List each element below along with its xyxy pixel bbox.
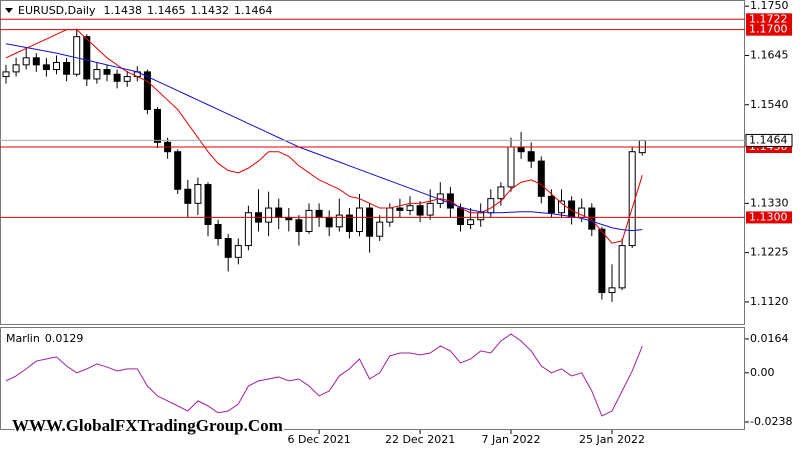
candle-body	[204, 184, 212, 225]
y-tick-label: 1.1540	[750, 98, 789, 111]
candle-body	[22, 57, 30, 66]
indicator-tick-label: 0.0164	[750, 332, 789, 345]
x-tick-label: 6 Dec 2021	[287, 433, 350, 446]
candle-body	[386, 207, 394, 223]
indicator-value: 0.0129	[45, 332, 84, 345]
candle-body	[396, 207, 404, 211]
indicator-panel	[5, 333, 643, 417]
candle-body	[113, 73, 121, 82]
indicator-panel-frame	[0, 327, 745, 430]
candle-body	[2, 71, 10, 78]
candle-body	[366, 207, 374, 237]
candle-body	[527, 151, 535, 162]
high-value: 1.1465	[147, 4, 186, 17]
level-label-box	[746, 211, 792, 224]
indicator-tick-label: -0.0238	[750, 415, 792, 428]
candle-body	[224, 238, 232, 258]
candle-body	[73, 36, 81, 75]
candle-body	[103, 69, 111, 75]
x-tick-label: 25 Jan 2022	[579, 433, 645, 446]
candle-body	[93, 69, 101, 80]
axes: 1.1750 1.1645 1.1540 1.1330 1.1225 1.1120 1.17…	[287, 0, 793, 446]
level-label: 1.1722	[749, 12, 788, 25]
x-tick-label: 22 Dec 2021	[385, 433, 455, 446]
indicator-name: Marlin	[6, 332, 40, 345]
candle-body	[628, 151, 636, 247]
open-value: 1.1438	[103, 4, 142, 17]
level-label: 1.1300	[749, 210, 788, 223]
candle-body	[194, 184, 202, 204]
candle-body	[83, 36, 91, 80]
x-tick-label: 7 Jan 2022	[482, 433, 541, 446]
main-panel	[0, 18, 745, 302]
candle-body	[487, 198, 495, 214]
candle-body	[457, 207, 464, 225]
candle-body	[497, 186, 505, 200]
low-value: 1.1432	[190, 4, 229, 17]
candle-body	[507, 146, 515, 188]
candle-body	[63, 62, 71, 75]
candle-body	[53, 62, 60, 71]
indicator-line	[5, 333, 643, 417]
title-arrow	[5, 8, 13, 13]
candle-body	[42, 64, 50, 71]
level-label-box	[746, 13, 792, 26]
candle-body	[244, 212, 252, 247]
candle-body	[376, 221, 384, 237]
candle-body	[305, 209, 313, 233]
y-tick-label: 1.1330	[750, 196, 789, 209]
candle-body	[335, 214, 343, 228]
level-label-box	[746, 23, 792, 36]
candle-body	[174, 151, 182, 190]
candle-body	[325, 216, 333, 228]
candle-body	[537, 160, 545, 197]
indicator-tick-label: 0.00	[750, 366, 775, 379]
candle-body	[598, 228, 606, 294]
candle-body	[618, 245, 626, 289]
moving-average-line	[5, 29, 643, 244]
candle-body	[558, 200, 565, 214]
level-label: 1.1700	[749, 23, 788, 36]
main-panel-frame	[0, 0, 745, 325]
symbol: EURUSD,Daily	[18, 4, 96, 17]
candle-body	[32, 57, 40, 66]
candle-body	[143, 71, 151, 110]
candle-body	[467, 219, 475, 225]
candle-body	[234, 245, 242, 258]
candle-body	[547, 195, 555, 214]
y-tick-label: 1.1645	[750, 48, 789, 61]
price-label: 1.1464	[749, 133, 788, 146]
candle-body	[345, 214, 353, 233]
candle-body	[12, 64, 20, 73]
watermark: WWW.GlobalFXTradingGroup.Com	[12, 416, 283, 435]
close-value: 1.1464	[234, 4, 273, 17]
indicator-title: Marlin 0.0129	[6, 332, 83, 345]
candle-body	[416, 205, 424, 216]
candle-body	[123, 76, 131, 82]
candle-body	[295, 219, 303, 233]
candle-body	[275, 207, 283, 218]
candle-body	[214, 223, 222, 240]
candle-body	[184, 188, 192, 204]
candle-body	[426, 202, 434, 216]
candle-body	[265, 207, 273, 223]
y-tick-label: 1.1120	[750, 295, 789, 308]
candle-body	[608, 287, 616, 294]
y-tick-label: 1.1750	[750, 0, 789, 12]
candle-body	[406, 205, 414, 211]
price-label-box	[745, 133, 793, 147]
moving-average-line	[5, 43, 643, 232]
chart-title: EURUSD,Daily 1.1438 1.1465 1.1432 1.1464	[18, 4, 272, 17]
candle-body	[154, 108, 161, 143]
candle-body	[356, 207, 363, 233]
candle-body	[517, 146, 525, 153]
y-tick-label: 1.1225	[750, 246, 789, 259]
candle-body	[477, 212, 485, 221]
candle-body	[315, 209, 323, 218]
